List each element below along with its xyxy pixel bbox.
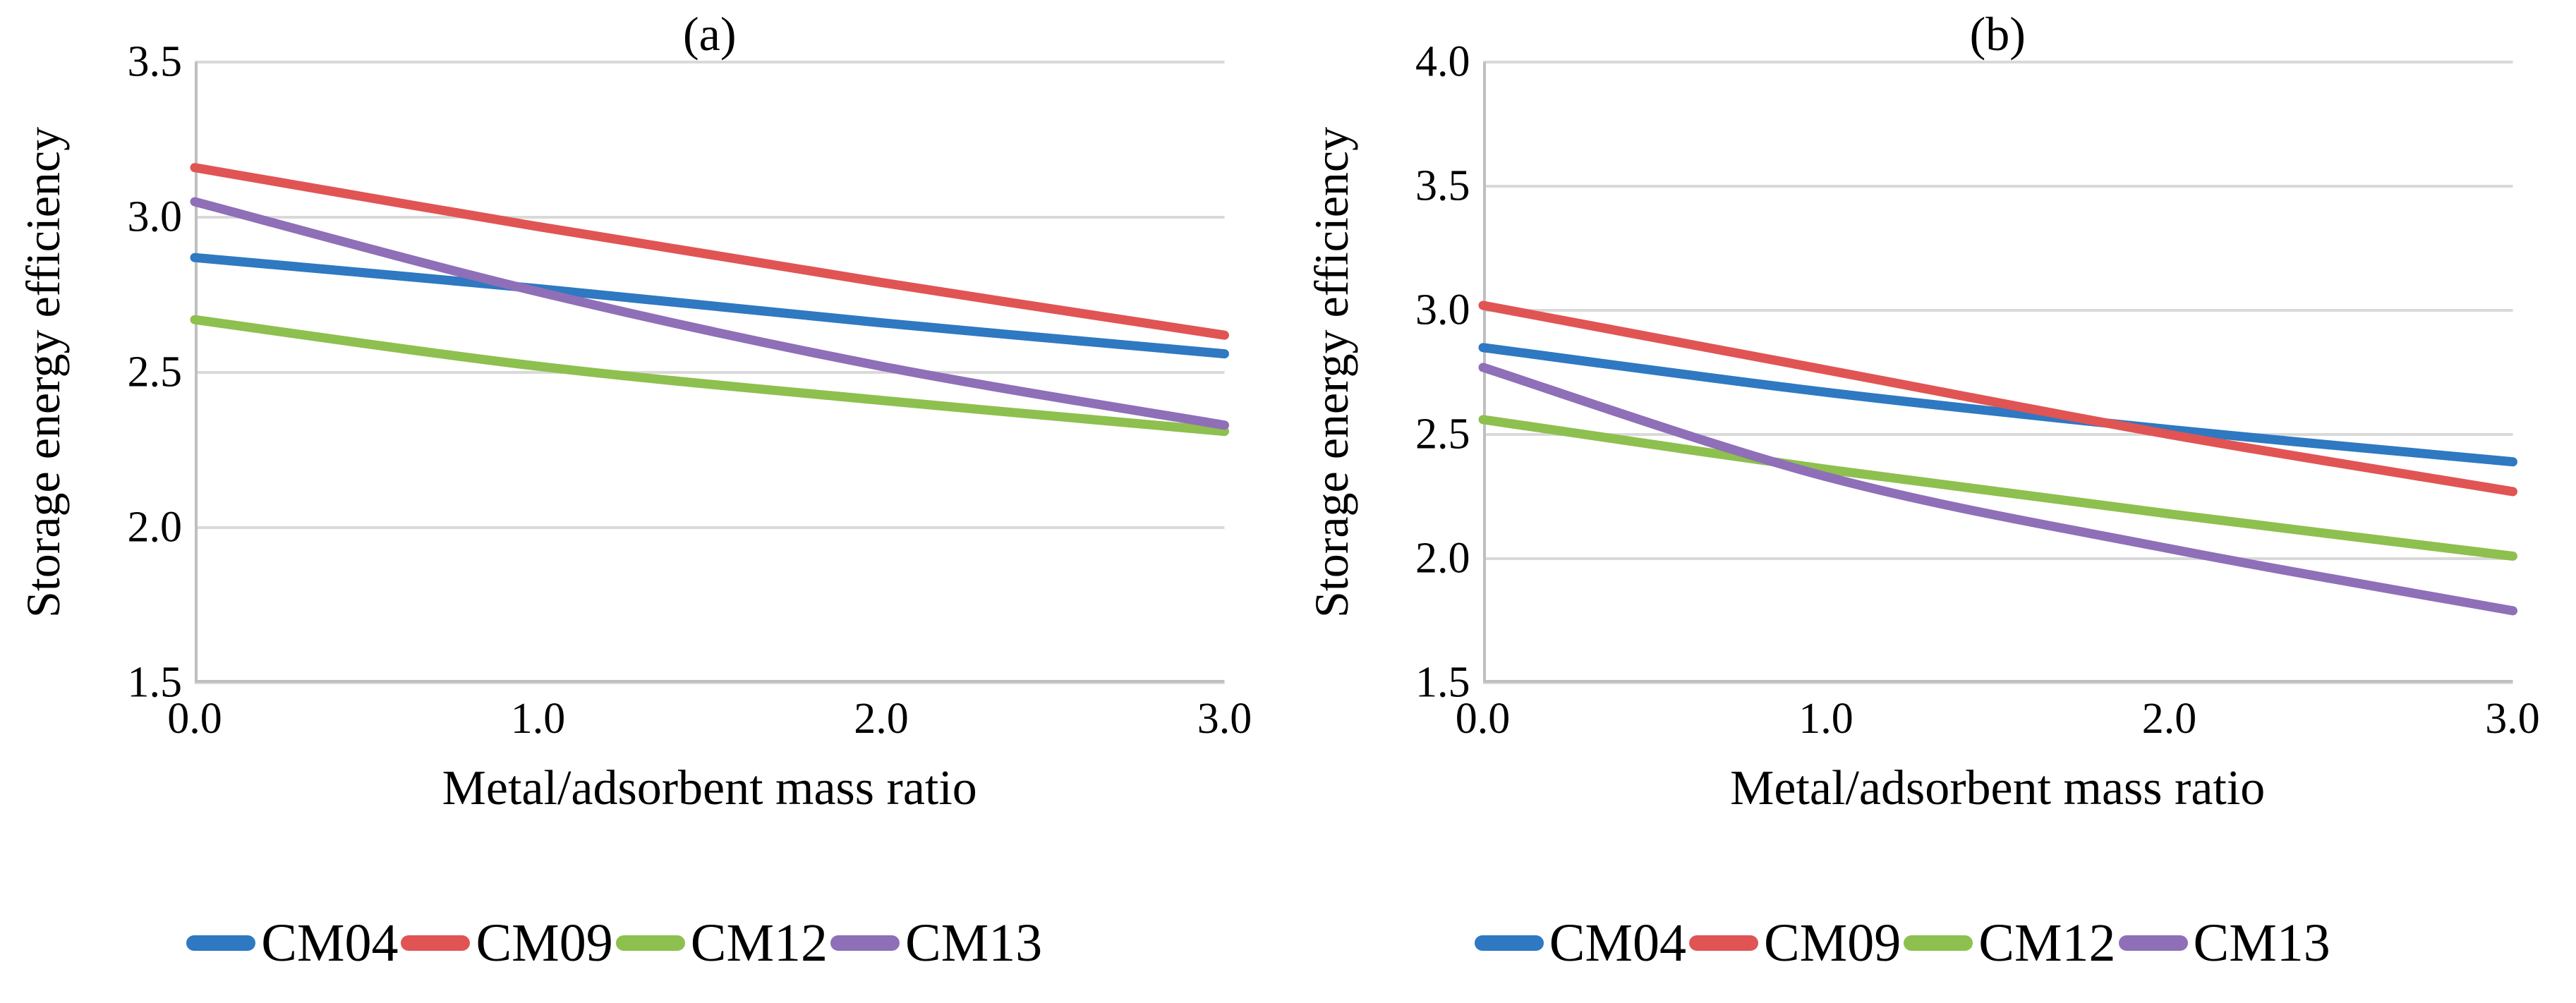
legend-swatch-CM12 <box>615 935 685 951</box>
x-axis-tick-labels: 0.0 1.0 2.0 3.0 <box>167 683 1252 748</box>
plot-area <box>1478 61 2517 684</box>
x-axis-title: Metal/adsorbent mass ratio <box>442 761 977 815</box>
legend-item-CM12: CM12 <box>1904 913 2116 974</box>
y-tick-label-1.5: 1.5 <box>1415 658 1470 707</box>
y-tick-label-2.5: 2.5 <box>1415 410 1470 458</box>
legend-swatch-CM12 <box>1904 935 1973 951</box>
legend-item-CM04: CM04 <box>186 913 398 974</box>
legend-label-CM12: CM12 <box>690 913 828 973</box>
y-axis-title: Storage energy efficiency <box>1304 126 1358 619</box>
x-tick-label-2.0: 2.0 <box>2141 695 2197 743</box>
plot-area <box>190 61 1229 684</box>
legend-label-CM12: CM12 <box>1978 913 2116 973</box>
y-axis-tick-labels: 1.5 2.0 2.5 3.0 3.5 <box>89 38 195 707</box>
series-line-CM04 <box>1478 343 2517 467</box>
x-tick-label-3.0: 3.0 <box>1197 695 1252 743</box>
legend-label-CM09: CM09 <box>1763 913 1901 973</box>
legend-swatch-CM04 <box>186 935 256 951</box>
y-axis-tick-labels: 1.5 2.0 2.5 3.0 3.5 4.0 <box>1377 38 1483 707</box>
series-line-CM09 <box>1478 300 2517 497</box>
legend-label-CM04: CM04 <box>1549 913 1686 973</box>
series-line-CM12 <box>1478 415 2517 561</box>
legend-swatch-CM04 <box>1474 935 1544 951</box>
y-axis-title: Storage energy efficiency <box>16 126 70 619</box>
legend-item-CM09: CM09 <box>401 913 613 974</box>
x-tick-label-2.0: 2.0 <box>854 695 909 743</box>
x-axis-title: Metal/adsorbent mass ratio <box>1730 761 2266 815</box>
x-tick-label-0.0: 0.0 <box>1455 695 1511 743</box>
chart-svg-a <box>190 61 1229 684</box>
legend-item-CM09: CM09 <box>1688 913 1901 974</box>
y-tick-label-1.5: 1.5 <box>127 658 183 707</box>
y-tick-label-3.0: 3.0 <box>127 193 183 241</box>
y-tick-label-3.5: 3.5 <box>127 37 183 86</box>
legend-swatch-CM09 <box>1688 935 1758 951</box>
legend: CM04 CM09 CM12 CM13 <box>1293 890 2513 996</box>
y-tick-label-4.0: 4.0 <box>1415 37 1470 86</box>
legend-item-CM13: CM13 <box>2118 913 2330 974</box>
legend-item-CM13: CM13 <box>830 913 1042 974</box>
legend-label-CM13: CM13 <box>2193 913 2330 973</box>
y-tick-label-2.0: 2.0 <box>1415 534 1470 583</box>
panel-b-plot-row: Storage energy efficiency 1.5 2.0 2.5 3.0 3.… <box>1293 38 2540 831</box>
legend-item-CM04: CM04 <box>1474 913 1686 974</box>
y-tick-label-2.0: 2.0 <box>127 503 183 552</box>
series-line-CM04 <box>190 253 1229 359</box>
panel-a-plot-row: Storage energy efficiency 1.5 2.0 2.5 3.0 3.… <box>4 38 1252 831</box>
chart-svg-b <box>1478 61 2517 684</box>
panel-a: (a) Storage energy efficiency 1.5 2.0 2.5 3… <box>4 7 1252 996</box>
legend-swatch-CM09 <box>401 935 471 951</box>
x-tick-label-3.0: 3.0 <box>2485 695 2540 743</box>
y-tick-label-2.5: 2.5 <box>127 348 183 396</box>
x-axis-tick-labels: 0.0 1.0 2.0 3.0 <box>1456 683 2540 748</box>
panel-b: (b) Storage energy efficiency 1.5 2.0 2.5 3… <box>1288 0 2576 1003</box>
x-tick-label-0.0: 0.0 <box>167 695 222 743</box>
legend-swatch-CM13 <box>2118 935 2188 951</box>
legend-label-CM13: CM13 <box>905 913 1043 973</box>
legend-item-CM12: CM12 <box>615 913 828 974</box>
panel-b-title: (b) <box>1969 7 2026 61</box>
y-tick-label-3.5: 3.5 <box>1415 162 1470 210</box>
plot-column: 0.0 1.0 2.0 3.0 Metal/adsorbent mass ratio <box>167 61 1252 831</box>
series-line-CM09 <box>190 163 1229 340</box>
legend-swatch-CM13 <box>830 935 900 951</box>
panel-a-title: (a) <box>683 7 737 61</box>
y-tick-label-3.0: 3.0 <box>1415 286 1470 334</box>
x-tick-label-1.0: 1.0 <box>510 695 566 743</box>
series-line-CM12 <box>190 315 1229 437</box>
legend-label-CM04: CM04 <box>261 913 399 973</box>
series-line-CM13 <box>1478 363 2517 616</box>
legend-label-CM09: CM09 <box>476 913 613 973</box>
plot-column: 0.0 1.0 2.0 3.0 Metal/adsorbent mass ratio <box>1456 61 2540 831</box>
x-tick-label-1.0: 1.0 <box>1798 695 1854 743</box>
legend: CM04 CM09 CM12 CM13 <box>4 890 1225 996</box>
series-line-CM13 <box>190 197 1229 430</box>
